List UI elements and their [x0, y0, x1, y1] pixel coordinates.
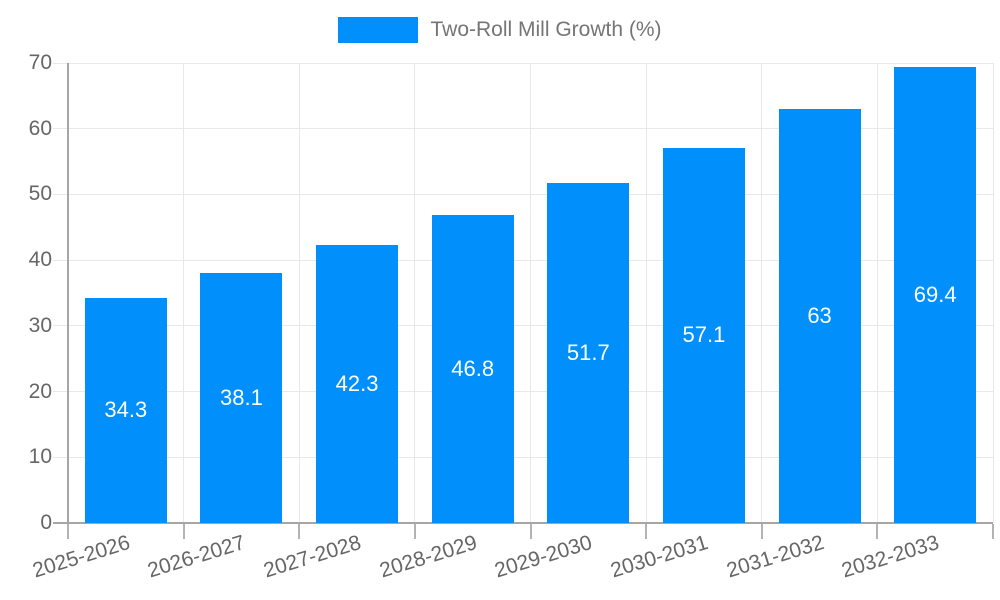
gridline-horizontal: [53, 325, 993, 327]
gridline-horizontal: [53, 62, 993, 64]
x-axis-tick: [182, 524, 185, 539]
gridline-vertical: [992, 63, 994, 523]
bar[interactable]: 46.8: [431, 215, 514, 523]
x-axis-line: [53, 522, 993, 524]
gridline-vertical: [761, 63, 763, 523]
bar[interactable]: 51.7: [547, 183, 630, 523]
bar-value-label: 46.8: [451, 356, 495, 382]
y-axis-tick-label: 50: [28, 182, 52, 206]
legend-item[interactable]: Two-Roll Mill Growth (%): [0, 17, 1000, 43]
x-axis-tick: [298, 524, 301, 539]
x-axis-tick: [529, 524, 532, 539]
bar-value-label: 38.1: [220, 384, 263, 410]
bar-value-label: 34.3: [104, 397, 148, 423]
bar-value-label: 51.7: [566, 340, 610, 366]
bar[interactable]: 57.1: [662, 147, 745, 523]
bar[interactable]: 69.4: [894, 66, 977, 523]
bar-value-label: 63: [807, 303, 832, 328]
bar[interactable]: 34.3: [84, 297, 167, 523]
bar-value-label: 57.1: [682, 322, 726, 348]
gridline-horizontal: [53, 128, 993, 130]
y-axis-tick-label: 0: [40, 511, 52, 534]
y-axis-tick-label: 40: [28, 248, 52, 272]
gridline-vertical: [298, 63, 300, 523]
y-axis-tick-label: 20: [28, 379, 52, 403]
gridline-horizontal: [53, 259, 993, 261]
bar[interactable]: 63: [778, 109, 861, 523]
y-axis-tick-label: 10: [28, 445, 52, 469]
gridline-vertical: [530, 63, 531, 523]
bar-value-label: 69.4: [913, 281, 957, 307]
gridline-horizontal: [53, 193, 993, 195]
gridline-horizontal: [53, 456, 993, 458]
gridline-vertical: [645, 63, 647, 523]
legend-label: Two-Roll Mill Growth (%): [430, 18, 662, 41]
gridline-horizontal: [53, 391, 993, 393]
y-axis-tick-label: 60: [28, 116, 52, 140]
bar[interactable]: 38.1: [200, 272, 283, 523]
x-axis-tick: [413, 524, 416, 539]
x-axis-tick: [67, 524, 69, 539]
x-axis-tick: [992, 524, 994, 539]
x-axis-tick: [760, 524, 763, 539]
x-axis-tick: [876, 524, 879, 539]
legend-swatch: [338, 17, 419, 43]
y-axis-tick-label: 70: [28, 51, 52, 74]
y-axis-line: [67, 63, 69, 523]
bar[interactable]: 42.3: [316, 245, 399, 523]
gridline-vertical: [183, 63, 185, 523]
gridline-vertical: [414, 63, 416, 523]
x-axis-tick: [645, 524, 648, 539]
bar-value-label: 42.3: [335, 371, 379, 396]
gridline-vertical: [876, 63, 878, 523]
y-axis-tick-label: 30: [28, 313, 52, 337]
